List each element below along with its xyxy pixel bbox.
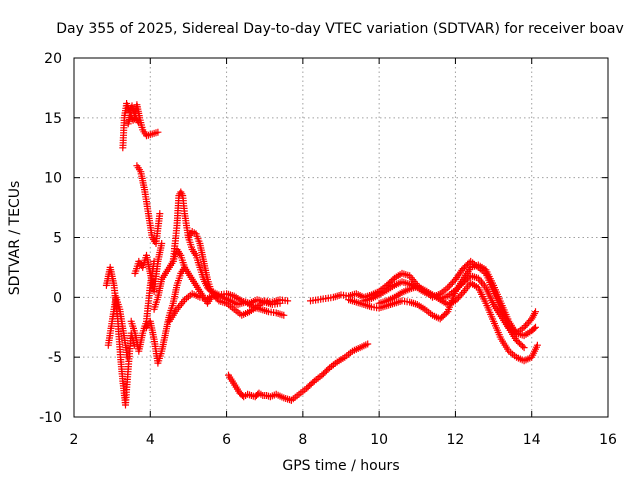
series-track-e [133,162,164,247]
data-point [451,297,459,305]
data-point [444,284,452,292]
data-point [154,128,162,136]
data-point [284,297,292,305]
data-point [533,341,541,349]
data-point [455,294,462,302]
series-track-c [119,100,162,152]
y-tick-label: 15 [44,111,62,127]
x-tick-label: 4 [146,432,155,448]
chart-title: Day 355 of 2025, Sidereal Day-to-day VTE… [56,21,624,37]
x-tick-label: 2 [70,432,79,448]
x-tick-label: 10 [370,432,388,448]
axis-ticks: 2 4 6 8 10 12 14 16 -10 -5 0 5 10 15 20 [39,51,617,448]
series-track-b [104,293,131,361]
series-track-n [287,340,372,404]
data-point [525,318,533,326]
x-tick-label: 8 [298,432,307,448]
data-point [456,292,464,300]
data-point [520,344,528,352]
data-point [447,280,455,288]
data-point [530,324,538,332]
data-point [458,290,465,298]
y-tick-label: -5 [48,350,62,366]
y-tick-label: 0 [53,290,62,306]
x-tick-label: 6 [222,432,231,448]
data-point [520,323,528,331]
data-point [280,311,288,319]
data-point [127,111,134,119]
data-point [445,282,453,290]
x-tick-label: 12 [447,432,465,448]
data-point [324,365,332,373]
series-track-g [131,240,166,295]
data-point [158,240,166,247]
x-tick-label: 14 [523,432,541,448]
series-track-m [225,371,295,404]
series-track-l [165,290,288,325]
y-tick-label: 20 [44,51,62,67]
y-axis-label: SDTVAR / TECUs [7,181,23,296]
data-point [453,295,461,303]
series-track-d [124,111,143,128]
data-point [123,353,131,361]
data-point [532,308,539,316]
y-tick-label: -10 [39,410,62,426]
x-axis-label: GPS time / hours [282,458,399,474]
data-marks [102,100,541,409]
data-point [134,117,142,125]
data-point [364,340,372,348]
series-track-i [150,246,215,313]
x-tick-label: 16 [599,432,617,448]
data-point [522,322,530,330]
data-point [532,323,539,331]
data-point [442,309,450,317]
data-point [523,320,531,328]
series-track-h [143,263,189,367]
plot-frame [73,57,609,418]
series-track-r [375,272,528,352]
series-track-a [102,263,138,409]
data-point [519,342,527,350]
y-tick-label: 5 [53,231,62,247]
y-tick-label: 10 [44,171,62,187]
data-point [156,210,164,218]
data-point [448,279,456,287]
data-point [135,119,143,127]
